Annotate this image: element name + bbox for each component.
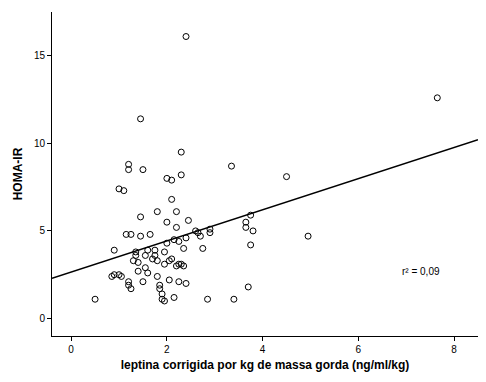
svg-text:4: 4 [260, 344, 266, 355]
svg-text:HOMA-IR: HOMA-IR [11, 147, 25, 200]
svg-text:leptina corrigida por kg de ma: leptina corrigida por kg de massa gorda … [121, 358, 410, 372]
svg-text:0: 0 [39, 313, 45, 324]
svg-text:2: 2 [164, 344, 170, 355]
svg-text:6: 6 [356, 344, 362, 355]
svg-text:15: 15 [34, 50, 46, 61]
svg-text:8: 8 [451, 344, 457, 355]
svg-text:5: 5 [39, 225, 45, 236]
svg-text:0: 0 [68, 344, 74, 355]
svg-text:10: 10 [34, 138, 46, 149]
svg-text:r² = 0,09: r² = 0,09 [402, 266, 440, 277]
